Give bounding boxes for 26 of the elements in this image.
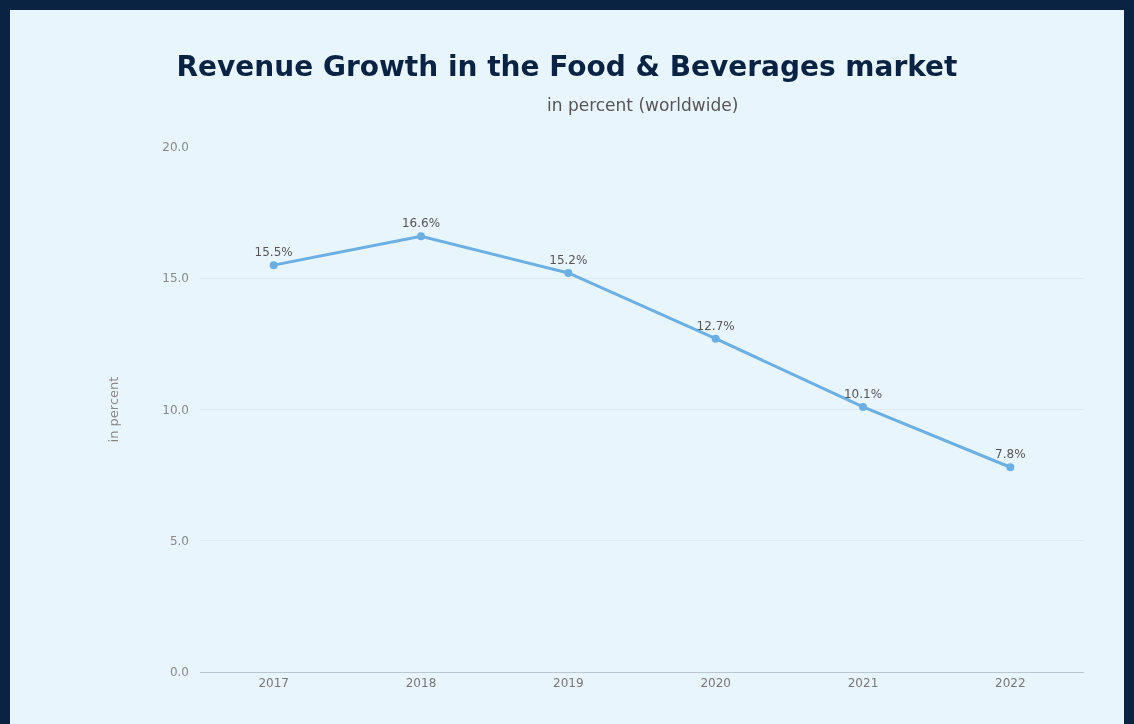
data-label: 7.8% xyxy=(995,447,1026,462)
x-tick-label: 2019 xyxy=(553,676,584,691)
chart-title: Revenue Growth in the Food & Beverages market xyxy=(176,50,958,84)
y-tick-label: 0.0 xyxy=(169,665,189,680)
point xyxy=(417,232,425,241)
point xyxy=(711,334,720,343)
data-label: 12.7% xyxy=(696,318,735,333)
data-label: 15.5% xyxy=(254,245,293,260)
x-tick-label: 2020 xyxy=(700,676,731,691)
point xyxy=(1006,463,1015,472)
y-axis-title: in percent xyxy=(106,376,122,443)
y-tick-label: 5.0 xyxy=(169,533,189,548)
y-tick-label: 10.0 xyxy=(162,402,189,417)
data-label: 16.6% xyxy=(401,216,441,231)
point xyxy=(564,269,573,277)
point xyxy=(859,402,867,411)
x-tick-label: 2022 xyxy=(995,676,1026,691)
point xyxy=(269,261,278,270)
y-tick-label: 20.0 xyxy=(162,140,189,155)
y-tick-label: 15.0 xyxy=(162,271,189,286)
x-tick-label: 2018 xyxy=(405,676,437,691)
chart-subtitle: in percent (worldwide) xyxy=(547,95,739,115)
x-tick-label: 2021 xyxy=(847,676,879,691)
x-tick-label: 2017 xyxy=(258,676,289,691)
data-label: 10.1% xyxy=(843,386,883,401)
data-label: 15.2% xyxy=(549,253,588,267)
